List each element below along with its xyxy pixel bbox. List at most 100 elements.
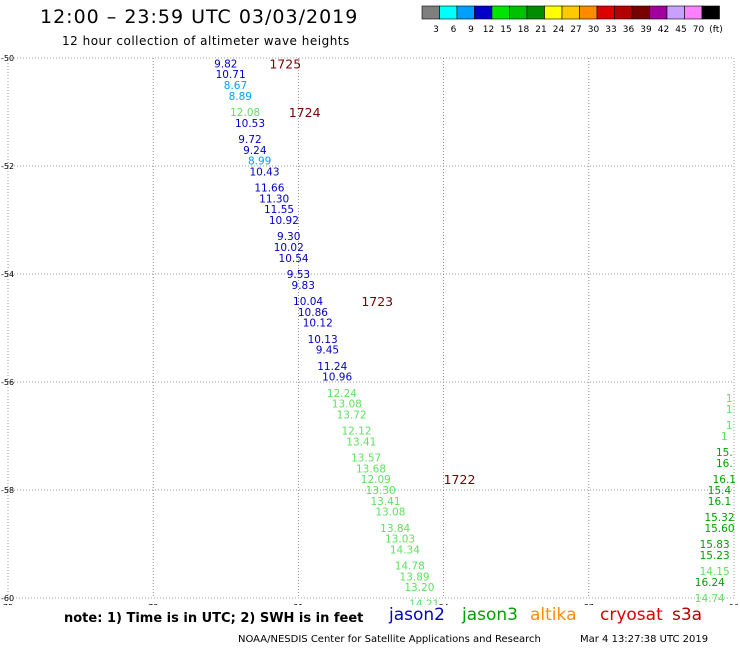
wave-height-label: 12.09 (361, 474, 391, 486)
wave-height-label: 9.53 (287, 269, 310, 281)
y-tick-label: -50 (1, 54, 14, 63)
legend-label: 9 (468, 25, 474, 35)
wave-height-label: 13.72 (337, 409, 367, 421)
altimeter-plot: 757881848790-50-52-54-56-58-609.8210.718… (1, 54, 739, 605)
wave-height-label: 11.24 (317, 361, 347, 373)
wave-height-label: 13.84 (380, 523, 410, 535)
wave-height-label-east: 13.95 (695, 604, 725, 605)
legend-label: 21 (535, 25, 546, 35)
legend-label: 24 (553, 25, 565, 35)
wave-height-label: 13.30 (366, 485, 396, 497)
generation-timestamp: Mar 4 13:27:38 UTC 2019 (580, 634, 709, 645)
color-scale-legend: 3 6 9 12 15 18 21 24 27 30 33 36 39 42 45 70 (ft) (421, 5, 723, 35)
credit-line: NOAA/NESDIS Center for Satellite Applica… (238, 634, 541, 645)
pass-time-label: 1724 (289, 105, 321, 120)
wave-height-label: 10.53 (235, 118, 265, 130)
wave-height-label: 9.45 (316, 345, 339, 357)
wave-height-label: 13.08 (375, 507, 405, 519)
wave-height-label-east: 15.60 (704, 523, 734, 535)
wave-height-label-east: 15. (716, 447, 733, 459)
wave-height-label: 11.55 (264, 204, 294, 216)
wave-height-label: 14.21 (409, 598, 439, 605)
wave-height-label: 10.12 (303, 318, 333, 330)
legend-label: 15 (500, 25, 511, 35)
legend-label: 33 (605, 25, 616, 35)
legend-label: 3 (433, 25, 439, 35)
y-tick-label: -56 (1, 378, 14, 387)
wave-height-label: 10.04 (293, 296, 323, 308)
legend-label: 70 (693, 25, 705, 35)
wave-height-label: 11.66 (254, 183, 284, 195)
wave-height-label: 9.82 (214, 58, 237, 70)
wave-height-label: 8.99 (248, 156, 271, 168)
x-tick-label: 87 (584, 603, 594, 605)
wave-height-label-east: 16.1 (713, 474, 736, 486)
y-tick-label: -60 (1, 594, 14, 603)
pass-time-label: 1725 (269, 56, 301, 71)
wave-height-label: 11.30 (259, 193, 289, 205)
legend-label: (ft) (709, 25, 723, 35)
wave-height-label: 14.34 (390, 544, 420, 556)
x-tick-label: 75 (3, 603, 13, 605)
footer-note: note: 1) Time is in UTC; 2) SWH is in fe… (64, 611, 364, 626)
wave-height-label-east: 16.24 (695, 577, 725, 589)
y-tick-label: -54 (1, 270, 14, 279)
pass-time-label: 1723 (361, 294, 393, 309)
legend-label: 27 (570, 25, 581, 35)
legend-label: 45 (675, 25, 686, 35)
wave-height-label-east: 14.74 (695, 593, 725, 605)
wave-height-label: 13.03 (385, 534, 415, 546)
wave-height-label: 9.24 (243, 145, 267, 157)
chart-title: 12:00 – 23:59 UTC 03/03/2019 (40, 6, 359, 28)
wave-height-label-east: 15.83 (700, 539, 730, 551)
x-tick-label: 84 (439, 603, 449, 605)
wave-height-label: 13.57 (351, 453, 381, 465)
wave-height-label: 8.67 (224, 80, 247, 92)
wave-height-label: 12.12 (341, 426, 371, 438)
satellite-jason3: jason3 (462, 605, 518, 625)
legend-label: 39 (640, 25, 652, 35)
wave-height-label-east: 1 (726, 420, 733, 432)
y-tick-label: -58 (1, 486, 14, 495)
wave-height-label: 10.13 (308, 334, 338, 346)
legend-swatch (701, 5, 720, 20)
wave-height-label: 10.92 (269, 215, 299, 227)
wave-height-label: 10.02 (274, 242, 304, 254)
wave-height-label: 13.68 (356, 463, 386, 475)
pass-time-label: 1722 (444, 472, 476, 487)
x-tick-label: 81 (293, 603, 303, 605)
wave-height-label: 13.20 (404, 582, 434, 594)
wave-height-label: 13.08 (332, 399, 362, 411)
wave-height-label-east: 1 (721, 431, 728, 443)
wave-height-label-east: 15.4 (708, 485, 732, 497)
wave-height-label: 10.86 (298, 307, 328, 319)
legend-label: 30 (588, 25, 600, 35)
legend-label: 12 (483, 25, 494, 35)
x-tick-label: 90 (729, 603, 739, 605)
satellite-altika: altika (530, 605, 577, 625)
wave-height-label: 10.43 (249, 166, 279, 178)
wave-height-label: 13.41 (370, 496, 400, 508)
wave-height-label: 13.89 (400, 571, 430, 583)
wave-height-label: 9.30 (277, 231, 300, 243)
y-tick-label: -52 (1, 162, 14, 171)
wave-height-label-east: 16.1 (708, 496, 731, 508)
wave-height-label: 8.89 (229, 91, 252, 103)
satellite-s3a: s3a (672, 605, 703, 625)
chart-subtitle: 12 hour collection of altimeter wave hei… (62, 34, 350, 48)
wave-height-label-east: 1 (726, 404, 733, 416)
wave-height-label-east: 14.15 (700, 566, 730, 578)
wave-height-label: 10.71 (216, 69, 246, 81)
legend-label: 42 (658, 25, 669, 35)
wave-height-label: 10.96 (322, 372, 352, 384)
wave-height-label-east: 15.32 (704, 512, 734, 524)
wave-height-label-east: 15.23 (700, 550, 730, 562)
wave-height-label: 12.24 (327, 388, 357, 400)
satellite-cryosat: cryosat (600, 605, 663, 625)
wave-height-label: 14.78 (395, 561, 425, 573)
wave-height-label-east: 16. (716, 458, 733, 470)
plot-frame (7, 57, 735, 599)
satellite-jason2: jason2 (389, 605, 445, 625)
wave-height-label: 12.08 (230, 107, 260, 119)
wave-height-label-east: 1 (726, 393, 733, 405)
